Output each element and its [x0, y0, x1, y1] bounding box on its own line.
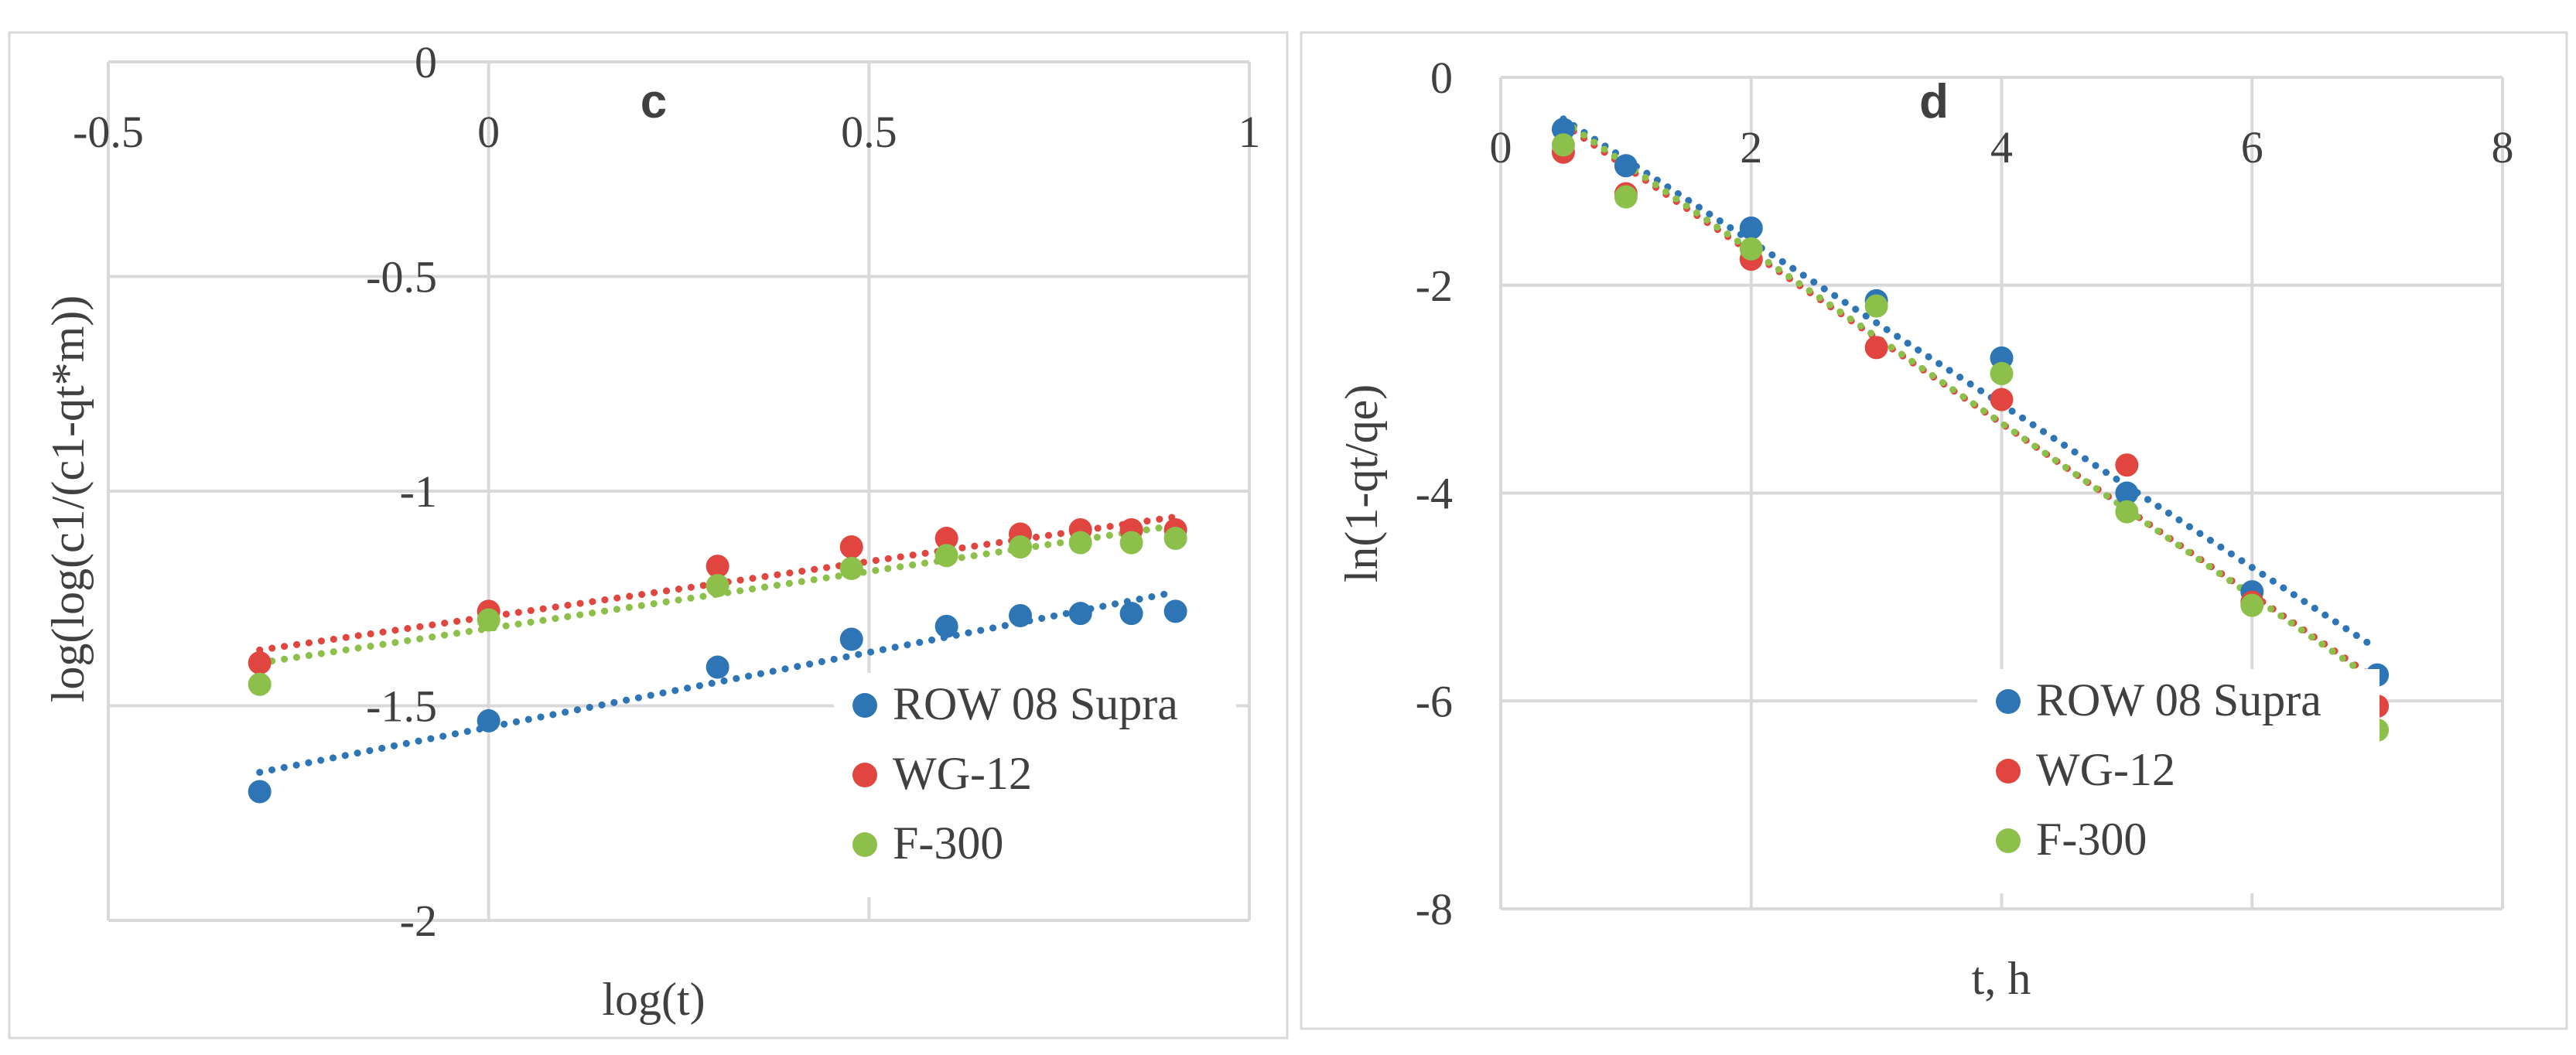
- chart-d-x-tick-label: 8: [2492, 122, 2514, 172]
- chart-d-point-s0: [1614, 154, 1638, 178]
- chart-c-point-s0: [477, 708, 501, 732]
- chart-d-point-s1: [1990, 388, 2014, 411]
- chart-c-legend-label: WG-12: [893, 748, 1032, 799]
- chart-d-x-tick-label: 6: [2241, 122, 2263, 172]
- chart-c-point-s1: [248, 651, 272, 674]
- chart-c-point-s2: [839, 556, 863, 580]
- chart-d-point-s1: [1864, 336, 1888, 360]
- chart-d-point-s2: [1990, 361, 2014, 385]
- chart-d-y-tick-label: -4: [1416, 469, 1453, 519]
- chart-d-x-tick-label: 0: [1490, 122, 1512, 172]
- chart-d-plot-area: 0 2 4 6 8 -8 -6 -4 -2 0 ROW 08 Supra WG-12 F-300: [1416, 53, 2514, 934]
- chart-d-legend: ROW 08 Supra WG-12 F-300: [1977, 669, 2380, 893]
- chart-d-point-s2: [2115, 500, 2139, 524]
- chart-d-legend-marker: [1996, 759, 2021, 784]
- chart-c-x-tick-label: -0.5: [73, 107, 144, 157]
- chart-c-x-axis-title: log(t): [602, 974, 705, 1025]
- chart-c-y-tick-label: -1: [400, 466, 437, 517]
- chart-c-point-s0: [1068, 602, 1092, 626]
- chart-c-point-s0: [705, 655, 729, 679]
- chart-c-point-s2: [1119, 531, 1143, 555]
- chart-c-point-s1: [839, 535, 863, 559]
- chart-d-x-tick-label: 2: [1740, 122, 1762, 172]
- chart-c-point-s2: [1068, 531, 1092, 555]
- chart-d-x-tick-label: 4: [1990, 122, 2013, 172]
- chart-c-point-s0: [1163, 599, 1187, 623]
- chart-d-legend-marker: [1996, 689, 2021, 714]
- chart-d-trendline-0: [1560, 115, 2381, 653]
- chart-panel-d: 0 2 4 6 8 -8 -6 -4 -2 0 ROW 08 Supra WG-12 F-300 d t…: [1300, 31, 2568, 1030]
- chart-d-point-s1: [2115, 453, 2139, 477]
- chart-d-y-tick-label: -8: [1416, 884, 1453, 934]
- chart-c-point-s0: [1009, 603, 1033, 627]
- chart-c-legend-background: [834, 673, 1236, 897]
- chart-c-legend-label: F-300: [893, 818, 1003, 869]
- chart-d-legend-background: [1977, 669, 2380, 893]
- chart-panel-c: -0.5 0 0.5 1 -2 -1.5 -1 -0.5 0 ROW 08 Supra WG-12 F…: [8, 31, 1289, 1040]
- chart-d-point-s0: [2115, 481, 2139, 505]
- chart-c-y-tick-label: -0.5: [366, 252, 437, 302]
- chart-c-point-s0: [1119, 602, 1143, 626]
- chart-d-point-s2: [2240, 593, 2264, 617]
- chart-d-x-axis-title: t, h: [1972, 953, 2031, 1004]
- chart-c-y-tick-label: -1.5: [366, 681, 437, 732]
- chart-c-x-tick-label: 1: [1238, 107, 1261, 157]
- chart-c-y-tick-label: 0: [415, 37, 437, 87]
- chart-c-y-axis-title: log(log(c1/(c1-qt*m)): [43, 295, 94, 703]
- chart-c-x-tick-label: 0.5: [841, 107, 897, 157]
- chart-c-legend-marker: [852, 832, 877, 857]
- chart-d-legend-marker: [1996, 828, 2021, 853]
- chart-d-y-tick-label: -2: [1416, 261, 1453, 311]
- chart-d-point-s2: [1864, 294, 1888, 318]
- chart-c-point-s2: [477, 608, 501, 632]
- chart-d-legend-label: F-300: [2036, 814, 2147, 865]
- chart-d-y-tick-label: -6: [1416, 676, 1453, 726]
- chart-d-point-s2: [1739, 237, 1763, 261]
- chart-d-y-axis-title: ln(1-qt/qe): [1336, 384, 1387, 583]
- chart-c-point-s0: [839, 627, 863, 651]
- chart-c-panel-letter: c: [641, 75, 667, 128]
- chart-c-legend-marker: [852, 693, 877, 718]
- chart-d-point-s0: [1739, 216, 1763, 240]
- chart-c-point-s2: [1009, 535, 1033, 559]
- chart-c-point-s2: [248, 672, 272, 696]
- chart-c-point-s1: [934, 527, 958, 551]
- chart-c-y-tick-label: -2: [400, 896, 437, 946]
- chart-c-plot-area: -0.5 0 0.5 1 -2 -1.5 -1 -0.5 0 ROW 08 Supra WG-12 F…: [73, 37, 1260, 946]
- chart-d-point-s2: [1614, 185, 1638, 209]
- chart-c-point-s2: [934, 544, 958, 568]
- chart-c-legend: ROW 08 Supra WG-12 F-300: [834, 673, 1236, 897]
- chart-d-y-tick-label: 0: [1430, 53, 1453, 103]
- chart-c-legend-marker: [852, 763, 877, 787]
- chart-c-x-tick-label: 0: [477, 107, 500, 157]
- chart-c-legend-label: ROW 08 Supra: [893, 678, 1178, 729]
- chart-c-point-s1: [705, 555, 729, 579]
- chart-d-legend-label: ROW 08 Supra: [2036, 674, 2321, 726]
- chart-d-point-s2: [1551, 133, 1575, 157]
- chart-c-point-s0: [248, 780, 272, 804]
- chart-c-point-s2: [705, 574, 729, 598]
- chart-d-panel-letter: d: [1919, 75, 1949, 128]
- chart-c-point-s0: [934, 614, 958, 638]
- chart-c-point-s2: [1163, 527, 1187, 551]
- chart-d-legend-label: WG-12: [2036, 744, 2175, 795]
